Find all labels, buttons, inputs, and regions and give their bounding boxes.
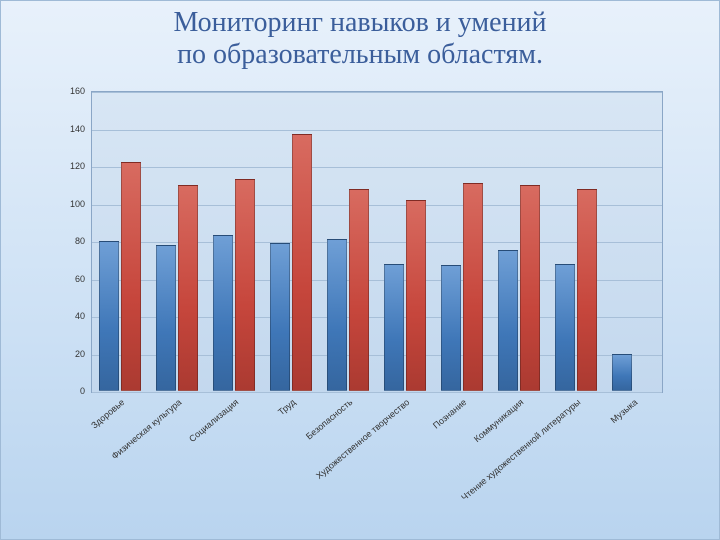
bar-series1 (498, 250, 518, 391)
bar-series2 (292, 134, 312, 391)
bar-series1 (555, 264, 575, 392)
bar-series2 (349, 189, 369, 392)
y-tick-label: 120 (51, 161, 85, 171)
y-tick-label: 40 (51, 311, 85, 321)
x-tick-label: Коммуникация (472, 397, 525, 444)
x-tick-label: Художественное творчество (314, 397, 411, 481)
bar-series1 (270, 243, 290, 391)
slide: Мониторинг навыков и умений по образоват… (0, 0, 720, 540)
title-line2: по образовательным областям (177, 39, 536, 70)
y-tick-label: 160 (51, 86, 85, 96)
x-tick-label: Здоровье (89, 397, 126, 430)
bar-series2 (406, 200, 426, 391)
bar-series2 (235, 179, 255, 391)
x-axis-labels: ЗдоровьеФизическая культураСоциализацияТ… (91, 391, 661, 491)
y-tick-label: 60 (51, 274, 85, 284)
bar-series2 (520, 185, 540, 391)
x-tick-label: Музыка (609, 397, 640, 425)
bar-series1 (99, 241, 119, 391)
bar-series1 (441, 265, 461, 391)
bar-series1 (213, 235, 233, 391)
y-tick-label: 0 (51, 386, 85, 396)
page-title: Мониторинг навыков и умений по образоват… (1, 7, 719, 71)
bar-series1 (156, 245, 176, 391)
x-tick-label: Познание (431, 397, 468, 431)
bar-series2 (121, 162, 141, 391)
y-tick-label: 100 (51, 199, 85, 209)
x-tick-label: Социализация (187, 397, 240, 444)
bar-series1 (612, 354, 632, 392)
bar-series2 (463, 183, 483, 391)
y-tick-label: 80 (51, 236, 85, 246)
bar-series1 (327, 239, 347, 391)
y-tick-label: 20 (51, 349, 85, 359)
title-line1: Мониторинг навыков и умений (173, 7, 546, 38)
bar-series2 (577, 189, 597, 392)
x-tick-label: Труд (276, 397, 297, 417)
x-tick-label: Чтение художественной литературы (459, 397, 582, 503)
bar-chart: ЗдоровьеФизическая культураСоциализацияТ… (51, 91, 681, 491)
x-tick-label: Безопасность (304, 397, 354, 442)
bar-series2 (178, 185, 198, 391)
bars-layer (91, 91, 661, 391)
title-suffix: . (536, 39, 543, 70)
bar-series1 (384, 264, 404, 392)
y-tick-label: 140 (51, 124, 85, 134)
